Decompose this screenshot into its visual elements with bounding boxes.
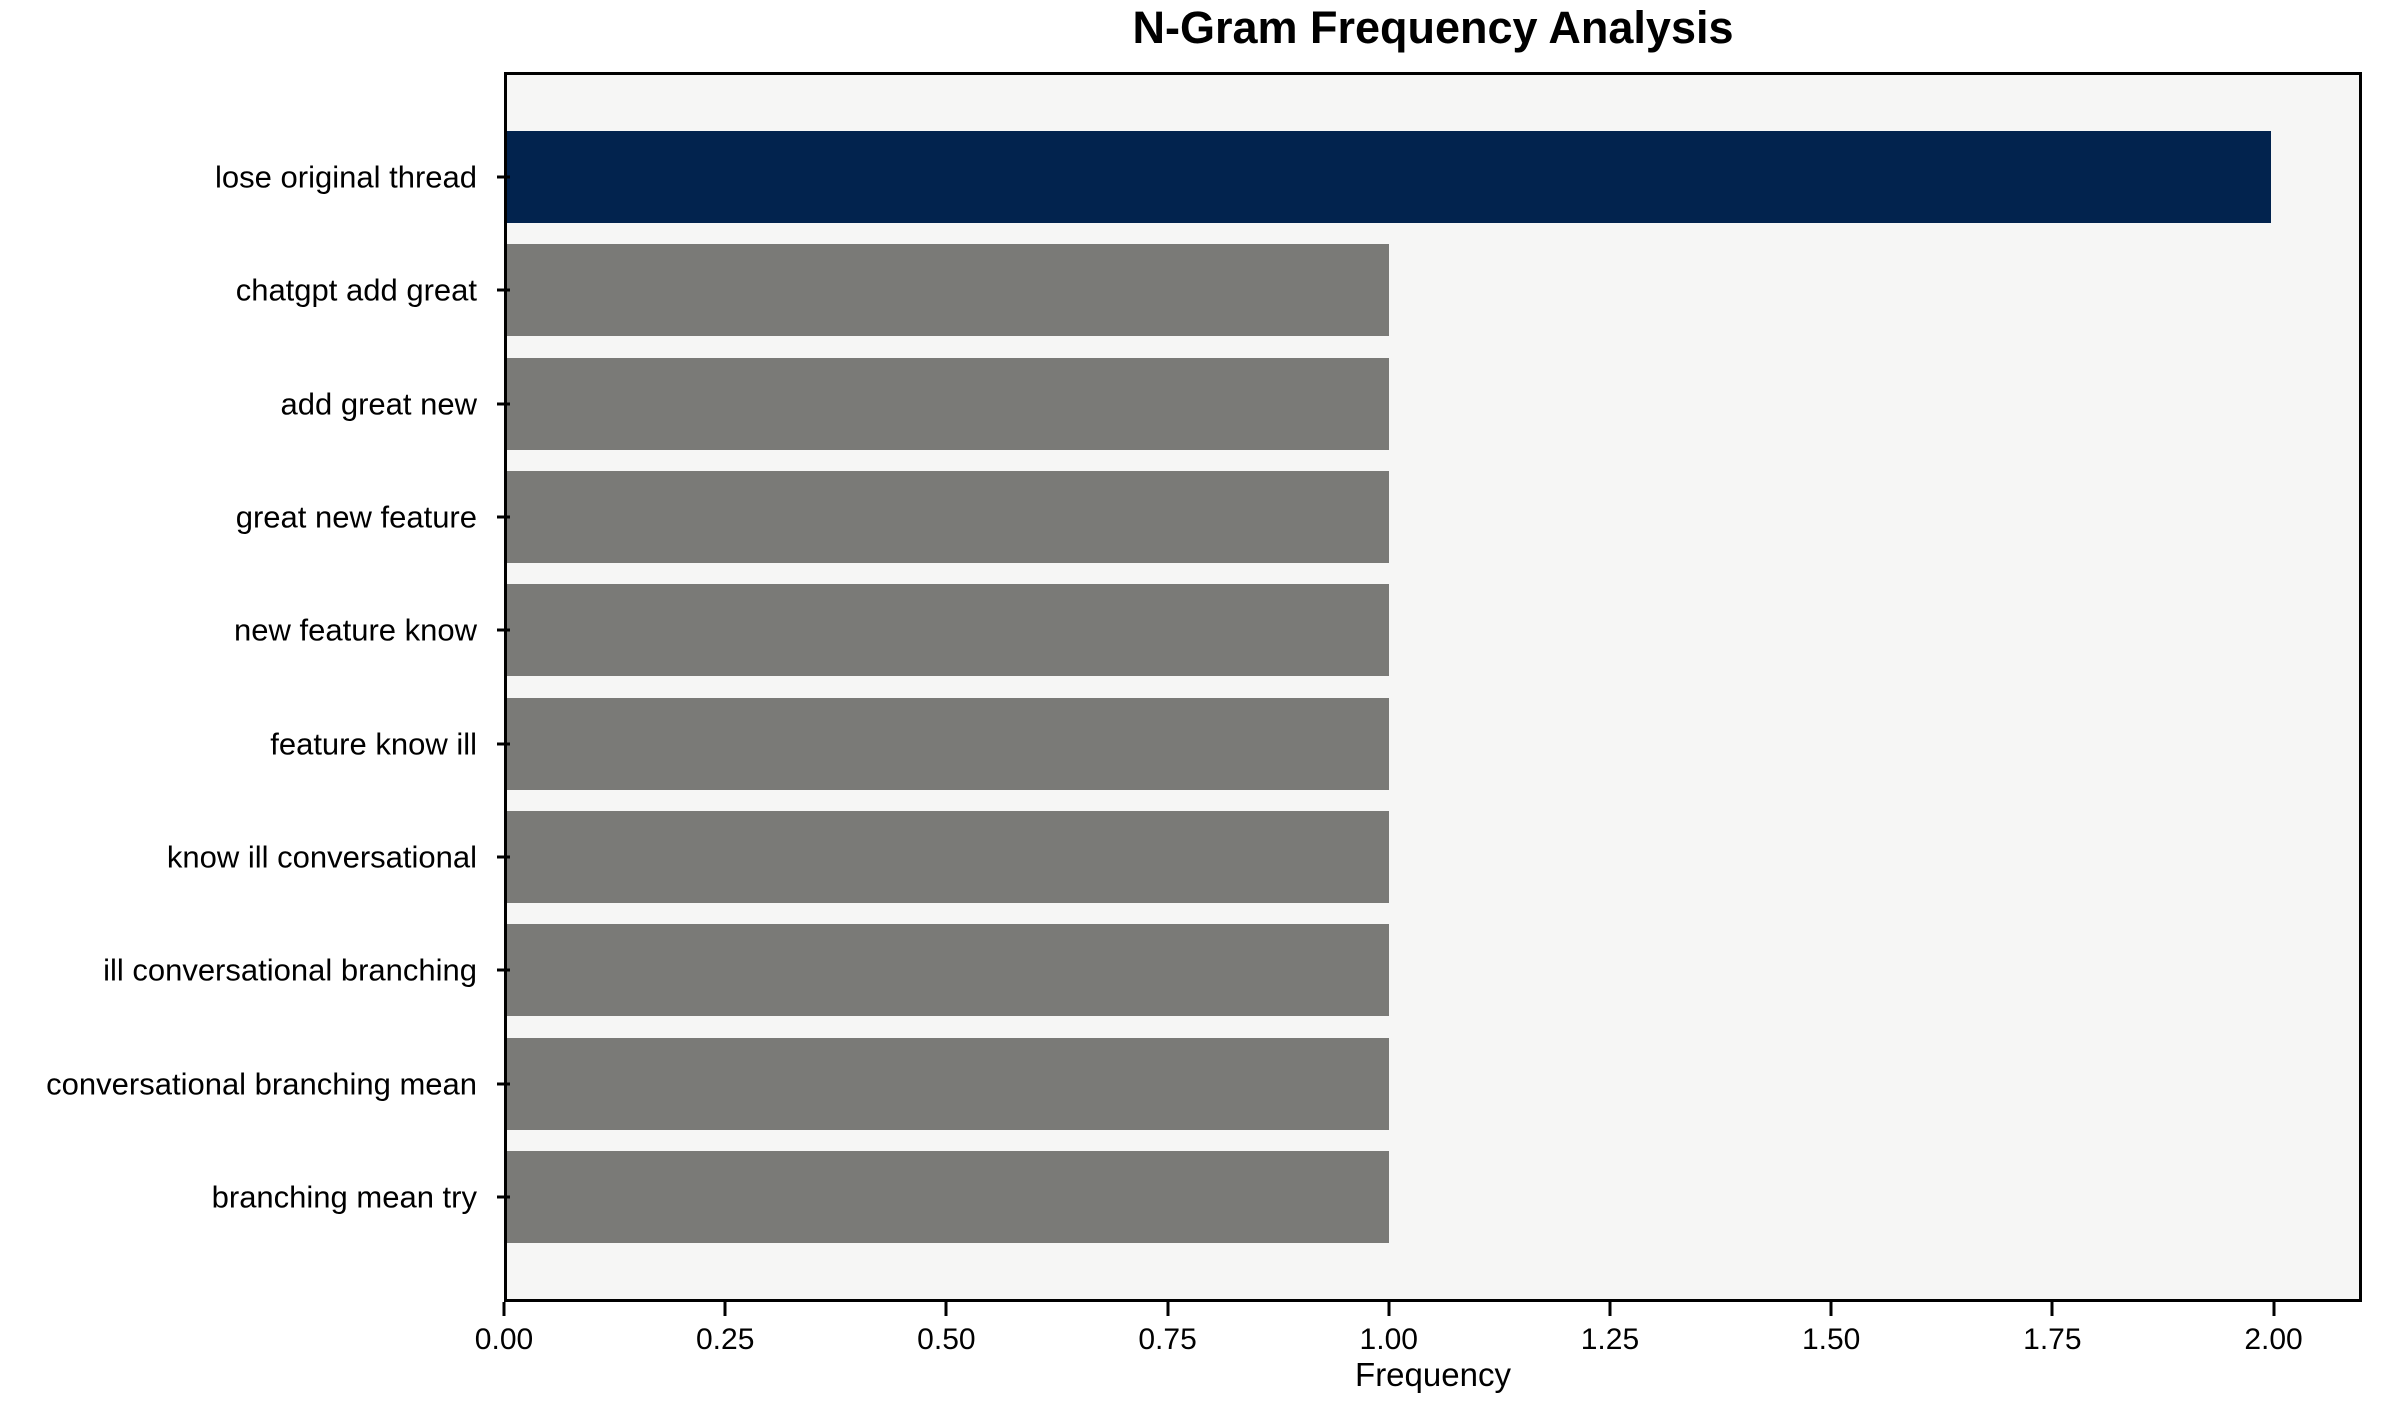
y-axis-label: feature know ill	[270, 726, 477, 762]
y-axis-tick-mark	[497, 1082, 510, 1086]
plot-area: lose original thread chatgpt add great add…	[46, 72, 2362, 1302]
bar-row: great new feature	[236, 470, 2359, 563]
x-axis-tick-label: 2.00	[2244, 1323, 2303, 1356]
frequency-bar	[507, 244, 1389, 337]
bar-rows: lose original thread chatgpt add great add…	[46, 75, 2359, 1299]
frequency-bar	[507, 470, 1389, 563]
x-axis-tick-label: 0.75	[1138, 1323, 1197, 1356]
frequency-bar	[507, 924, 1389, 1017]
x-axis-tick-mark	[2050, 1302, 2054, 1316]
bar-row: add great new	[281, 357, 2359, 450]
bar-row: chatgpt add great	[236, 244, 2359, 337]
y-axis-label: lose original thread	[215, 159, 477, 195]
x-axis-tick-mark	[1387, 1302, 1391, 1316]
x-axis-tick-label: 1.50	[1801, 1323, 1861, 1356]
frequency-bar	[507, 131, 2271, 223]
x-axis-tick-mark	[2272, 1302, 2276, 1316]
y-axis-label: great new feature	[235, 499, 477, 535]
x-axis-tick-mark	[1829, 1302, 1833, 1316]
y-axis-tick-mark	[497, 515, 510, 519]
bar-row: know ill conversational	[167, 810, 2359, 903]
x-axis-title: Frequency	[1355, 1356, 1511, 1393]
y-axis-label: new feature know	[234, 612, 477, 648]
y-axis-label: know ill conversational	[166, 839, 477, 875]
y-axis-label: branching mean try	[211, 1179, 477, 1215]
x-axis-tick-mark	[723, 1302, 727, 1316]
x-axis-tick-mark	[1608, 1302, 1612, 1316]
x-axis-tick-mark	[502, 1302, 506, 1316]
x-axis-tick-mark	[944, 1302, 948, 1316]
y-axis-label: ill conversational branching	[103, 952, 477, 988]
x-axis-tick-label: 0.50	[917, 1323, 976, 1356]
x-axis-tick-label: 0.25	[695, 1323, 755, 1356]
y-axis-tick-mark	[497, 742, 510, 746]
chart-title: N-Gram Frequency Analysis	[1132, 2, 1734, 53]
x-axis-tick-label: 0.00	[474, 1323, 534, 1356]
frequency-bar	[507, 810, 1389, 903]
y-axis-label: add great new	[280, 386, 477, 422]
frequency-bar	[507, 1150, 1389, 1243]
frequency-bar	[507, 357, 1389, 450]
bar-row: new feature know	[234, 584, 2359, 677]
y-axis-tick-mark	[497, 855, 510, 859]
frequency-bar	[507, 584, 1389, 677]
frequency-bar	[507, 697, 1389, 790]
x-axis-tick-label: 1.25	[1580, 1323, 1640, 1356]
bar-row: conversational branching mean	[46, 1037, 2359, 1130]
y-axis-tick-mark	[497, 968, 510, 972]
y-axis-tick-mark	[497, 628, 510, 632]
x-axis-tick-label: 1.75	[2023, 1323, 2082, 1356]
y-axis-tick-mark	[497, 288, 510, 292]
x-axis-tick-mark	[1166, 1302, 1170, 1316]
y-axis-tick-mark	[497, 1195, 510, 1199]
y-axis-label: chatgpt add great	[235, 272, 477, 308]
y-axis-label: conversational branching mean	[46, 1066, 477, 1102]
bar-row: ill conversational branching	[103, 924, 2359, 1017]
bar-row: lose original thread	[215, 131, 2359, 223]
frequency-bar	[507, 1037, 1389, 1130]
y-axis-tick-mark	[497, 402, 510, 406]
x-axis: 0.00 0.25 0.50 0.75 1.00 1.25 1.50 1.75 2.00	[475, 1302, 2362, 1372]
bar-row: feature know ill	[270, 697, 2359, 790]
y-axis-tick-mark	[497, 175, 510, 179]
x-axis-tick-label: 1.00	[1359, 1323, 1418, 1356]
bar-row: branching mean try	[212, 1150, 2359, 1243]
